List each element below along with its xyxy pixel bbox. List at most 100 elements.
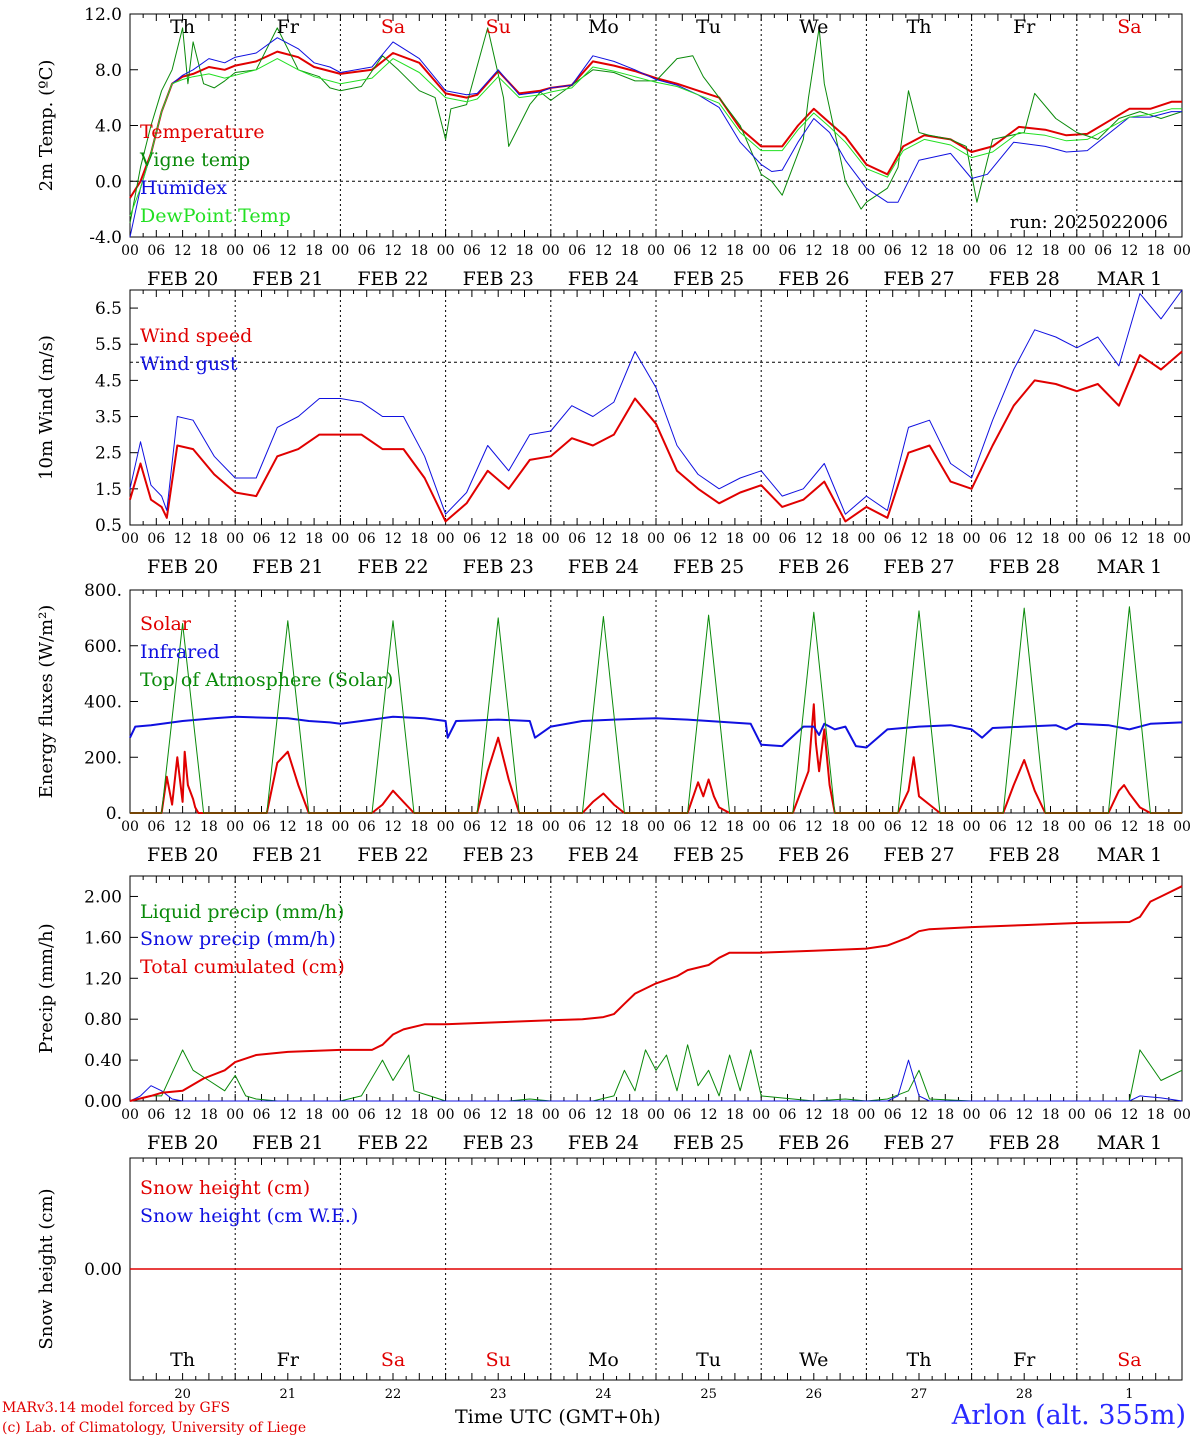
hour-tick-label: 06 (147, 819, 165, 835)
date-label: FEB 22 (357, 844, 428, 866)
weekday-label: Th (170, 16, 195, 38)
hour-tick-label: 12 (594, 1107, 612, 1123)
hour-tick-label: 06 (989, 243, 1007, 259)
hour-tick-label: 12 (384, 819, 402, 835)
legend-entry: Solar (140, 613, 192, 635)
weekday-label: Sa (1117, 1349, 1141, 1371)
hour-tick-label: 18 (1042, 243, 1060, 259)
hour-tick-label: 00 (437, 531, 455, 547)
hour-tick-label: 00 (752, 819, 770, 835)
date-label: FEB 23 (463, 1132, 534, 1154)
hour-tick-label: 06 (147, 1107, 165, 1123)
hour-tick-label: 00 (647, 819, 665, 835)
date-label: FEB 26 (778, 556, 849, 578)
date-label: FEB 24 (568, 844, 639, 866)
hour-tick-label: 00 (963, 819, 981, 835)
day-number-label: 25 (700, 1387, 717, 1402)
y-tick-label: 0.40 (84, 1051, 122, 1071)
series-line-humidex (129, 37, 1182, 238)
hour-tick-label: 06 (989, 531, 1007, 547)
hour-tick-label: 00 (1173, 1107, 1191, 1123)
hour-tick-label: 18 (305, 531, 323, 547)
hour-tick-label: 06 (253, 819, 271, 835)
series-line-total-cumulated-cm- (129, 885, 1183, 1102)
hour-tick-label: 06 (358, 819, 376, 835)
date-label: FEB 25 (673, 556, 744, 578)
date-label: FEB 27 (883, 844, 954, 866)
hour-tick-label: 00 (752, 1107, 770, 1123)
date-label: FEB 26 (778, 1132, 849, 1154)
y-tick-label: 0.5 (95, 516, 122, 536)
hour-tick-label: 18 (621, 819, 639, 835)
day-number-label: 27 (911, 1387, 928, 1402)
day-number-label: 23 (490, 1387, 507, 1402)
hour-tick-label: 00 (752, 531, 770, 547)
y-tick-label: 1.20 (84, 969, 122, 989)
hour-tick-label: 06 (568, 243, 586, 259)
series-line-temperature (129, 50, 1182, 199)
y-axis-label: Precip (mm/h) (36, 923, 57, 1053)
hour-tick-label: 18 (305, 819, 323, 835)
day-number-label: 22 (385, 1387, 402, 1402)
legend-entry: Temperature (140, 121, 264, 143)
hour-tick-label: 00 (331, 819, 349, 835)
date-label: FEB 24 (568, 1132, 639, 1154)
hour-tick-label: 18 (200, 1107, 218, 1123)
hour-tick-label: 06 (358, 243, 376, 259)
series-line-dewpoint-temp (129, 58, 1182, 217)
legend-entry: Humidex (140, 177, 227, 199)
date-label: FEB 25 (673, 1132, 744, 1154)
hour-tick-label: 12 (279, 819, 297, 835)
panel-3: 800. 600. 400. 200. 0. Energy fluxes (W/m²) So… (36, 581, 1191, 866)
date-label: FEB 23 (463, 556, 534, 578)
y-axis-label: 10m Wind (m/s) (36, 335, 57, 480)
hour-tick-label: 12 (594, 243, 612, 259)
date-label: MAR 1 (1097, 1132, 1163, 1154)
date-label: FEB 28 (989, 1132, 1060, 1154)
hour-tick-label: 06 (673, 243, 691, 259)
y-tick-label: 6.5 (95, 299, 122, 319)
hour-tick-label: 00 (437, 819, 455, 835)
hour-tick-label: 00 (331, 531, 349, 547)
hour-tick-label: 06 (568, 531, 586, 547)
hour-tick-label: 00 (857, 1107, 875, 1123)
hour-tick-label: 06 (884, 531, 902, 547)
hour-tick-label: 12 (384, 531, 402, 547)
date-label: FEB 21 (252, 268, 323, 290)
hour-tick-label: 00 (647, 531, 665, 547)
weekday-label: Fr (1013, 16, 1036, 38)
weekday-label: Sa (381, 16, 405, 38)
hour-tick-label: 12 (489, 819, 507, 835)
hour-tick-label: 06 (779, 531, 797, 547)
date-label: FEB 28 (989, 556, 1060, 578)
hour-tick-label: 18 (831, 819, 849, 835)
hour-tick-label: 00 (542, 819, 560, 835)
hour-tick-label: 12 (594, 531, 612, 547)
weekday-label: Sa (1117, 16, 1141, 38)
hour-tick-label: 18 (621, 1107, 639, 1123)
hour-tick-label: 00 (752, 243, 770, 259)
weekday-label: Fr (277, 16, 300, 38)
hour-tick-label: 12 (1015, 531, 1033, 547)
hour-tick-label: 18 (621, 531, 639, 547)
hour-tick-label: 00 (121, 819, 139, 835)
hour-tick-label: 00 (1068, 1107, 1086, 1123)
weekday-label: Mo (588, 16, 619, 38)
hour-tick-label: 06 (989, 819, 1007, 835)
hour-tick-label: 12 (910, 819, 928, 835)
hour-tick-label: 12 (910, 243, 928, 259)
hour-tick-label: 12 (594, 819, 612, 835)
hour-tick-label: 18 (410, 819, 428, 835)
hour-tick-label: 12 (700, 1107, 718, 1123)
hour-tick-label: 00 (331, 1107, 349, 1123)
station-name: Arlon (alt. 355m) (951, 1400, 1186, 1431)
date-label: FEB 23 (463, 268, 534, 290)
y-tick-label: 400. (84, 693, 122, 713)
hour-tick-label: 06 (884, 1107, 902, 1123)
hour-tick-label: 18 (726, 243, 744, 259)
series-line-snow-precip-mm-h- (129, 1059, 1183, 1102)
legend-entry: Wind gust (140, 353, 238, 375)
x-axis-title: Time UTC (GMT+0h) (455, 1406, 661, 1428)
hour-tick-label: 12 (279, 243, 297, 259)
hour-tick-label: 06 (1094, 819, 1112, 835)
